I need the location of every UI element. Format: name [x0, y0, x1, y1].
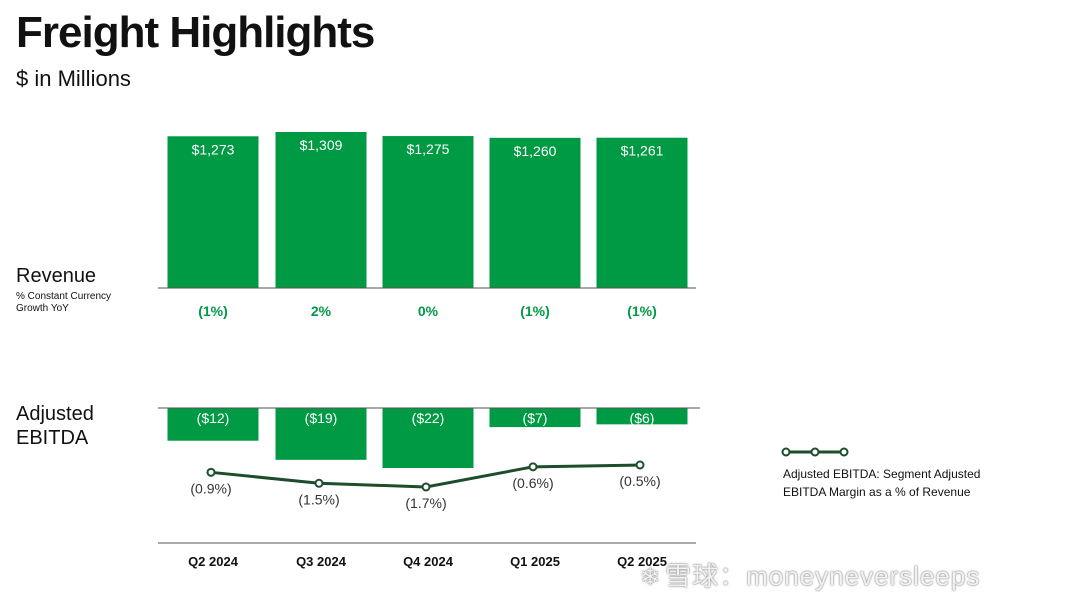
legend-text: Adjusted EBITDA: Segment Adjusted EBITDA…: [783, 465, 1023, 501]
legend-line2: EBITDA Margin as a % of Revenue: [783, 485, 971, 499]
ebitda-bar-5: [596, 408, 688, 425]
margin-point-1: [206, 467, 216, 477]
legend-line-icon: [781, 447, 849, 457]
ebitda-value-label-1: ($12): [197, 410, 230, 426]
watermark: ❄ 雪球：moneyneversleeps: [640, 556, 980, 593]
revenue-growth-label-1: (1%): [198, 303, 228, 319]
revenue-label: Revenue: [16, 265, 97, 287]
category-label-3: Q4 2024: [403, 554, 454, 569]
legend-line1: Adjusted EBITDA: Segment Adjusted: [783, 467, 981, 481]
margin-value-label-4: (0.6%): [512, 475, 553, 491]
revenue-value-label-5: $1,261: [621, 143, 664, 159]
ebitda-value-label-4: ($7): [523, 410, 548, 426]
ebitda-label-line2: EBITDA: [16, 427, 89, 449]
category-label-4: Q1 2025: [510, 554, 560, 569]
margin-point-3: [421, 482, 431, 492]
revenue-bar-5: [596, 137, 688, 288]
category-label-2: Q3 2024: [296, 554, 347, 569]
margin-value-label-2: (1.5%): [298, 491, 339, 507]
ebitda-label-line1: Adjusted: [16, 403, 94, 425]
page-subtitle: $ in Millions: [16, 66, 131, 91]
margin-value-label-3: (1.7%): [405, 495, 446, 511]
revenue-bar-2: [275, 132, 367, 288]
revenue-bar-3: [382, 136, 474, 288]
ebitda-bar-3: [382, 408, 474, 468]
revenue-growth-label-4: (1%): [520, 303, 550, 319]
ebitda-label: Adjusted EBITDA: [16, 402, 94, 450]
snowball-logo-icon: ❄: [640, 564, 662, 591]
revenue-note-line2: Growth YoY: [16, 303, 69, 314]
ebitda-bar-4: [489, 408, 581, 428]
ebitda-value-label-5: ($6): [630, 410, 655, 426]
revenue-value-label-4: $1,260: [514, 143, 557, 159]
revenue-growth-label-3: 0%: [418, 303, 439, 319]
category-label-5: Q2 2025: [617, 554, 667, 569]
margin-point-5: [635, 460, 645, 470]
margin-point-2: [314, 478, 324, 488]
revenue-value-label-1: $1,273: [192, 141, 235, 157]
margin-point-4: [528, 462, 538, 472]
revenue-bar-4: [489, 137, 581, 288]
revenue-growth-label-2: 2%: [311, 303, 332, 319]
revenue-value-label-3: $1,275: [407, 141, 450, 157]
revenue-note: % Constant Currency Growth YoY: [16, 291, 111, 315]
ebitda-value-label-3: ($22): [412, 410, 445, 426]
ebitda-bar-1: [167, 408, 259, 441]
watermark-text: 雪球：moneyneversleeps: [665, 561, 981, 591]
revenue-value-label-2: $1,309: [300, 137, 343, 153]
revenue-bar-1: [167, 136, 259, 288]
ebitda-value-label-2: ($19): [305, 410, 338, 426]
margin-value-label-5: (0.5%): [619, 473, 660, 489]
page-title: Freight Highlights: [16, 8, 375, 57]
revenue-note-line1: % Constant Currency: [16, 291, 112, 302]
ebitda-bar-2: [275, 408, 367, 460]
category-label-1: Q2 2024: [188, 554, 239, 569]
margin-value-label-1: (0.9%): [190, 480, 231, 496]
revenue-growth-label-5: (1%): [627, 303, 657, 319]
